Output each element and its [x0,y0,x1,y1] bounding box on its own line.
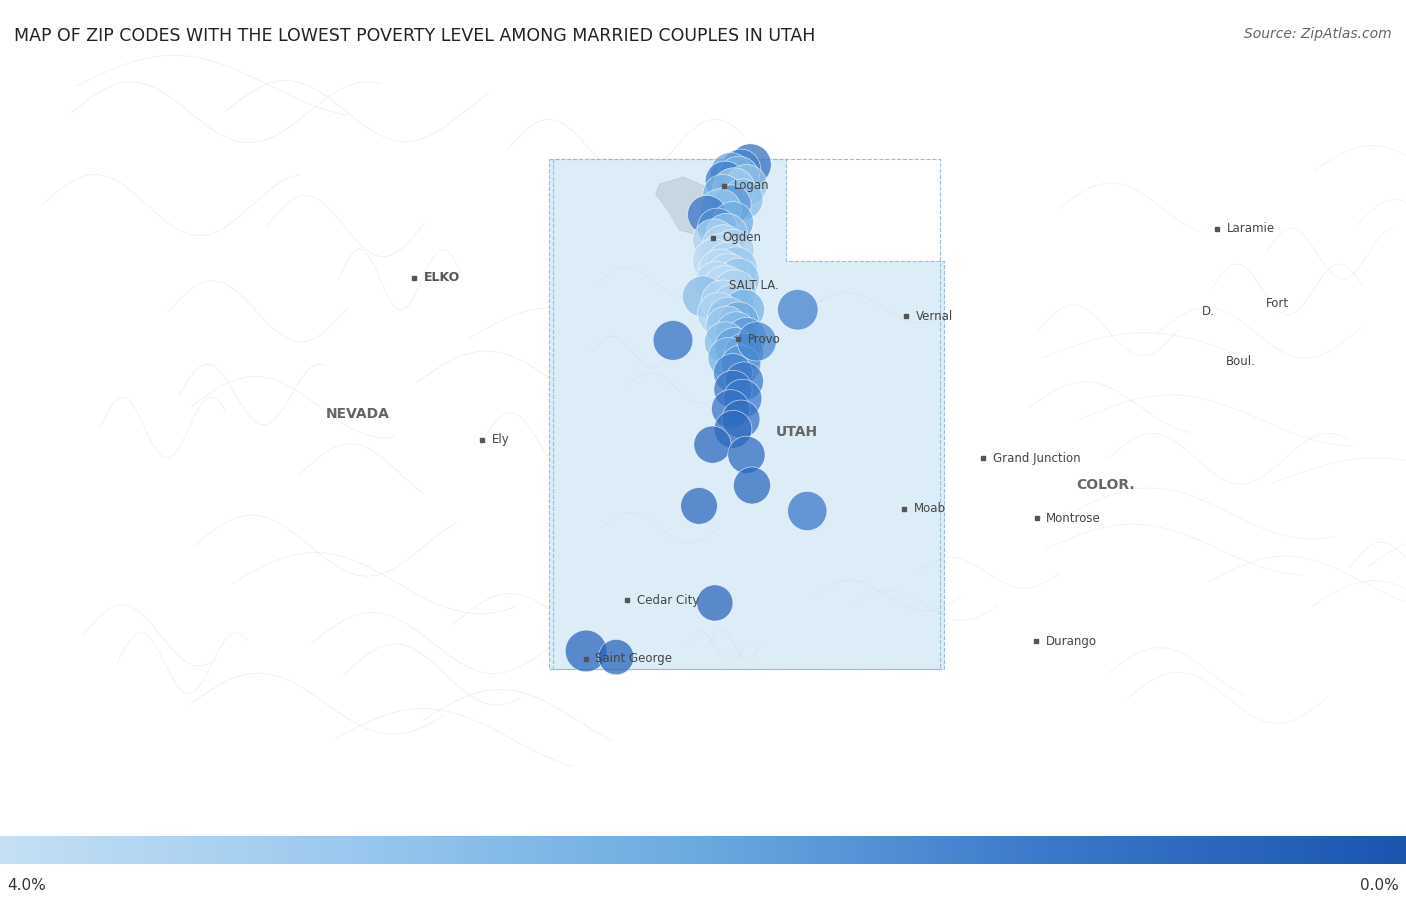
Text: D.: D. [1202,306,1215,318]
Point [716,227,738,241]
Text: 4.0%: 4.0% [7,877,46,893]
Point [706,221,728,236]
Point [716,256,738,271]
Text: Source: ZipAtlas.com: Source: ZipAtlas.com [1244,27,1392,41]
Text: SALT LA.: SALT LA. [728,279,779,292]
Point [688,499,710,513]
Point [725,325,748,340]
Point [605,650,627,664]
Point [696,208,718,222]
Point [703,233,725,247]
Text: Vernal: Vernal [915,310,953,323]
Text: Cedar City: Cedar City [637,593,699,607]
Text: Durango: Durango [1046,635,1097,648]
Text: COLOR.: COLOR. [1076,478,1135,493]
Point [733,345,755,360]
Text: 0.0%: 0.0% [1360,877,1399,893]
Point [575,644,598,658]
Point [692,289,714,304]
Text: Ogden: Ogden [723,231,762,245]
Text: Saint George: Saint George [595,652,672,665]
Point [721,366,744,380]
Point [703,254,725,268]
Text: Montrose: Montrose [1046,512,1101,525]
Text: ELKO: ELKO [423,271,460,284]
Point [727,271,749,286]
Point [711,294,734,308]
Point [735,178,758,192]
Point [709,263,731,278]
Point [706,276,728,290]
Point [730,358,752,372]
Polygon shape [655,177,711,236]
Point [725,261,748,275]
Text: NEVADA: NEVADA [325,407,389,421]
Point [717,311,740,325]
Point [731,391,754,405]
Point [796,503,818,518]
Point [730,162,752,176]
Point [740,157,762,172]
Point [721,215,744,229]
Point [745,334,768,349]
Point [735,330,758,344]
Point [713,239,735,254]
Text: Fort: Fort [1267,297,1289,309]
Point [723,341,745,355]
Text: MAP OF ZIP CODES WITH THE LOWEST POVERTY LEVEL AMONG MARRIED COUPLES IN UTAH: MAP OF ZIP CODES WITH THE LOWEST POVERTY… [14,27,815,45]
Point [662,334,685,348]
Point [720,198,742,212]
Text: Provo: Provo [748,333,780,345]
Point [730,412,752,426]
Point [714,335,737,350]
Point [727,315,749,329]
Point [721,244,744,258]
Point [735,448,758,462]
Point [721,298,744,313]
Point [714,280,737,295]
Point [707,307,730,321]
Point [709,202,731,217]
Text: Boul.: Boul. [1226,355,1256,368]
Point [731,192,754,207]
Text: Laramie: Laramie [1226,222,1275,236]
Point [721,382,744,396]
Point [727,170,749,184]
Point [733,303,755,317]
Text: Logan: Logan [734,179,769,192]
Point [720,402,742,416]
Point [720,165,742,180]
Point [711,187,734,201]
Text: Ely: Ely [492,433,509,446]
Point [702,438,724,452]
Text: Moab: Moab [914,503,946,515]
Point [716,320,738,334]
Point [741,478,763,493]
Polygon shape [548,158,943,670]
Point [717,351,740,365]
Point [733,374,755,388]
Point [714,174,737,188]
Point [721,423,744,437]
Text: Grand Junction: Grand Junction [993,452,1081,465]
Point [723,182,745,196]
Point [786,303,808,317]
Text: UTAH: UTAH [776,425,818,440]
Point [709,248,731,263]
Point [717,268,740,282]
Point [723,284,745,298]
Bar [553,158,941,670]
Point [703,596,725,610]
